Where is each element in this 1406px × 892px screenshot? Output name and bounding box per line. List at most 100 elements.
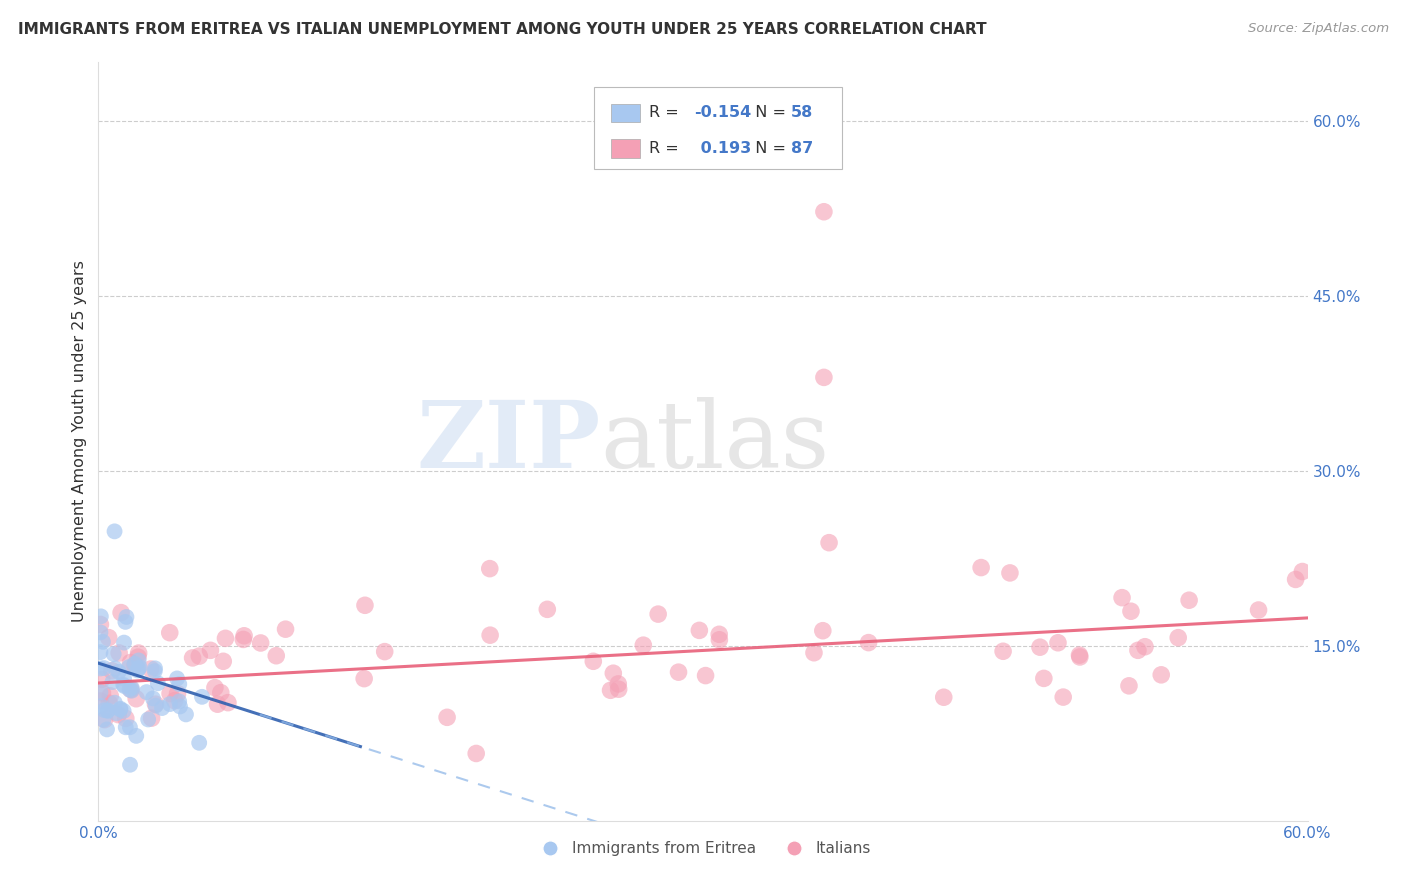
Point <box>93 661 115 675</box>
Point <box>101 664 124 678</box>
Point <box>89 625 111 640</box>
Point <box>128 653 150 667</box>
Point <box>121 683 143 698</box>
Point <box>89 645 111 659</box>
Point <box>163 693 186 707</box>
Text: 0.193: 0.193 <box>695 141 751 156</box>
Point <box>114 720 136 734</box>
Point <box>1247 603 1270 617</box>
Point <box>478 561 501 575</box>
Legend: Immigrants from Eritrea, Italians: Immigrants from Eritrea, Italians <box>529 835 877 863</box>
Point <box>114 615 136 629</box>
Point <box>127 650 149 665</box>
Point <box>167 677 190 691</box>
Point <box>1029 640 1052 655</box>
Text: 58: 58 <box>792 105 814 120</box>
Point <box>209 685 232 699</box>
Point <box>141 711 163 725</box>
Point <box>169 699 191 714</box>
Point <box>90 609 112 624</box>
Text: Source: ZipAtlas.com: Source: ZipAtlas.com <box>1249 22 1389 36</box>
Point <box>188 736 211 750</box>
Point <box>1046 636 1069 650</box>
Point <box>124 657 146 671</box>
Point <box>145 697 167 711</box>
Point <box>1111 591 1133 605</box>
Point <box>89 617 111 632</box>
Point <box>233 629 256 643</box>
Point <box>118 720 141 734</box>
Point <box>146 676 169 690</box>
Point <box>93 713 115 727</box>
Point <box>1069 650 1091 665</box>
Point <box>127 664 149 678</box>
Point <box>174 707 197 722</box>
Point <box>232 632 254 647</box>
Point <box>217 696 239 710</box>
Point <box>818 535 841 549</box>
Point <box>120 757 142 772</box>
Point <box>128 646 150 660</box>
Point <box>1052 690 1074 705</box>
Point <box>114 711 136 725</box>
Point <box>633 638 655 652</box>
Point <box>353 672 375 686</box>
Point <box>121 681 143 695</box>
Text: R =: R = <box>648 105 683 120</box>
Point <box>115 610 138 624</box>
Point <box>1178 593 1201 607</box>
Text: ZIP: ZIP <box>416 397 600 486</box>
Point <box>607 677 630 691</box>
Point <box>695 668 717 682</box>
Point <box>110 703 132 717</box>
Point <box>128 662 150 676</box>
Point <box>118 660 141 674</box>
Point <box>145 698 167 713</box>
Point <box>599 683 621 698</box>
Text: atlas: atlas <box>600 397 830 486</box>
Text: -0.154: -0.154 <box>695 105 752 120</box>
Text: R =: R = <box>648 141 683 156</box>
Point <box>1126 643 1149 657</box>
Point <box>103 647 125 661</box>
Point <box>166 687 188 701</box>
FancyBboxPatch shape <box>612 103 640 122</box>
Point <box>91 686 114 700</box>
Point <box>249 636 271 650</box>
Point <box>991 644 1014 658</box>
Point <box>181 651 204 665</box>
Point <box>125 729 148 743</box>
Point <box>803 646 825 660</box>
Point <box>97 704 120 718</box>
Point <box>108 646 131 660</box>
Point <box>98 696 121 710</box>
Point <box>200 643 222 657</box>
Point <box>998 566 1021 580</box>
Point <box>93 703 115 717</box>
FancyBboxPatch shape <box>612 139 640 158</box>
Point <box>811 624 834 638</box>
Point <box>159 697 181 711</box>
Point <box>90 673 112 687</box>
Point <box>274 622 297 636</box>
Point <box>647 607 669 621</box>
Point <box>91 713 114 727</box>
Point <box>142 691 165 706</box>
Point <box>932 690 955 705</box>
Point <box>813 370 835 384</box>
Point <box>582 654 605 668</box>
Point <box>607 682 630 697</box>
Point <box>112 679 135 693</box>
Point <box>188 649 211 664</box>
Point <box>479 628 502 642</box>
Point <box>1119 604 1142 618</box>
Point <box>112 704 135 718</box>
Point <box>536 602 558 616</box>
Point <box>374 645 396 659</box>
Point <box>709 627 731 641</box>
Point <box>139 662 162 676</box>
Point <box>1284 573 1306 587</box>
Point <box>143 661 166 675</box>
Point <box>128 660 150 674</box>
Point <box>436 710 458 724</box>
